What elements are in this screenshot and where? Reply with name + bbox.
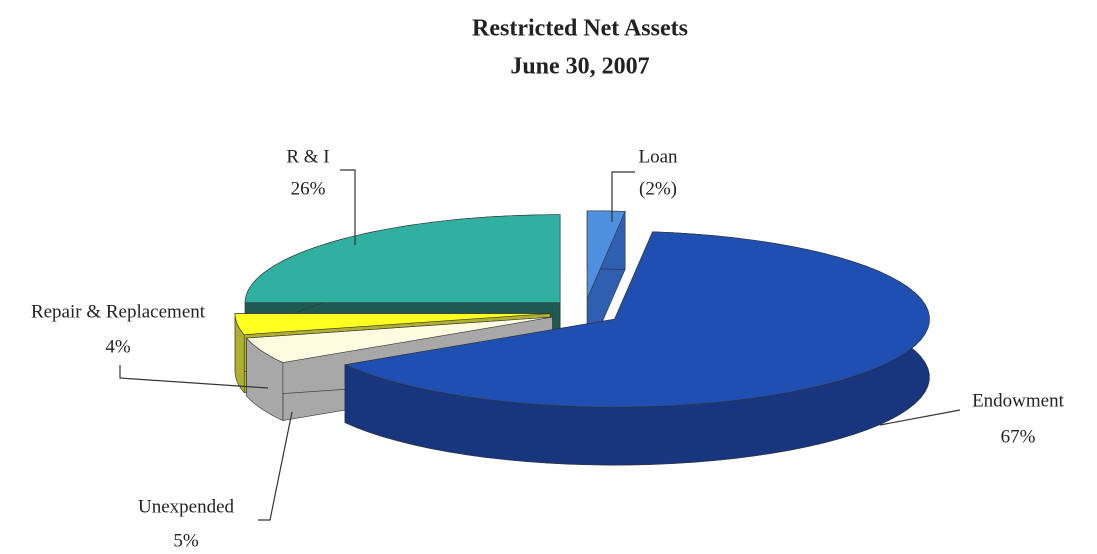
leader-line (340, 169, 356, 245)
slice (586, 210, 626, 299)
chart-title: Restricted Net Assets (472, 16, 688, 42)
slice (246, 316, 553, 363)
slice-value-label: 4% (105, 336, 131, 357)
pie (234, 210, 930, 466)
chart-subtitle: June 30, 2007 (510, 54, 649, 80)
leader-line (879, 409, 961, 426)
slice (244, 214, 561, 303)
slice-value-label: (2%) (639, 178, 677, 199)
slice-value-label: 26% (291, 178, 326, 199)
leader-line (258, 411, 293, 521)
slice-value-label: 5% (173, 530, 199, 551)
slice-label: Loan (638, 146, 678, 167)
slice-label: R & I (286, 146, 329, 167)
slice-label: Repair & Replacement (31, 301, 206, 322)
slice (343, 231, 930, 408)
slice (234, 313, 551, 335)
slice-label: Unexpended (138, 496, 235, 517)
leader-line (611, 171, 635, 222)
leader-line (119, 365, 269, 389)
slice-label: Endowment (972, 390, 1065, 411)
slice-value-label: 67% (1001, 426, 1036, 447)
